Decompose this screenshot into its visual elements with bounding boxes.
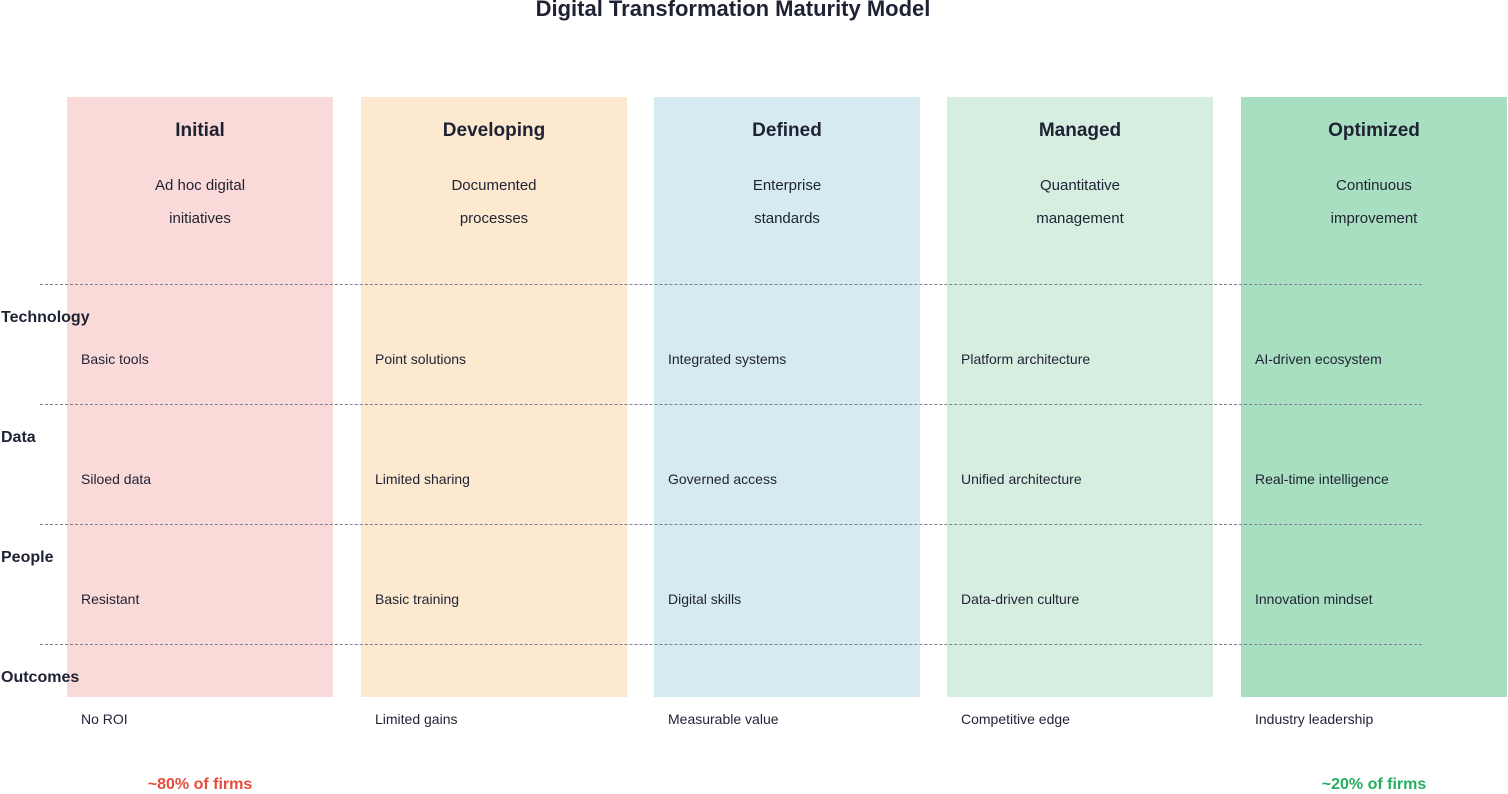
cell-people: Innovation mindset [1255,591,1373,607]
cell-people: Resistant [81,591,140,607]
cell-data: Real-time intelligence [1255,471,1389,487]
dimension-label: Data [1,429,36,446]
cell-data: Siloed data [81,471,152,487]
stage-name: Defined [752,120,822,141]
stage-description-line: initiatives [169,210,231,227]
footer-left-note: ~80% of firms [147,776,253,793]
dimension-label: Outcomes [1,669,80,686]
cell-outcomes: No ROI [81,711,128,727]
stage-description-line: Ad hoc digital [154,177,246,194]
row-divider [40,284,1422,285]
stage-name: Managed [1038,120,1122,141]
cell-outcomes: Measurable value [668,711,779,727]
stage-description-line: Documented [451,177,537,194]
cell-people: Basic training [375,591,460,607]
stage-description: Continuous improvement [1241,169,1507,235]
stage-description-line: Continuous [1336,177,1412,194]
cell-outcomes: Industry leadership [1255,711,1374,727]
cell-technology: AI-driven ecosystem [1255,351,1382,367]
stage-column-initial [67,97,333,697]
cell-data: Limited sharing [375,471,470,487]
row-divider [40,524,1422,525]
cell-technology: Basic tools [81,351,149,367]
cell-data: Governed access [668,471,777,487]
cell-outcomes: Competitive edge [961,711,1070,727]
footer-right-note: ~20% of firms [1321,776,1427,793]
cell-outcomes: Limited gains [375,711,458,727]
dimension-label: People [1,549,54,566]
stage-description: Documented processes [361,169,627,235]
stage-description-line: management [1036,210,1124,227]
cell-technology: Point solutions [375,351,467,367]
cell-data: Unified architecture [961,471,1082,487]
cell-technology: Integrated systems [668,351,787,367]
row-divider [40,404,1422,405]
row-divider [40,644,1422,645]
stage-description: Ad hoc digital initiatives [67,169,333,235]
stage-description: Enterprise standards [654,169,920,235]
stage-description-line: processes [459,210,529,227]
stage-column-managed [947,97,1213,697]
stage-name: Optimized [1328,120,1420,141]
cell-people: Digital skills [668,591,742,607]
cell-people: Data-driven culture [961,591,1080,607]
stage-column-defined [654,97,920,697]
cell-technology: Platform architecture [961,351,1091,367]
stage-name: Initial [175,120,225,141]
stage-description: Quantitative management [947,169,1213,235]
stage-description-line: Quantitative [1039,177,1121,194]
dimension-label: Technology [1,309,90,326]
stage-description-line: standards [754,210,820,227]
diagram-title: Digital Transformation Maturity Model [535,0,931,21]
stage-name: Developing [442,120,546,141]
stage-description-line: improvement [1330,210,1418,227]
stage-column-optimized [1241,97,1507,697]
stage-column-developing [361,97,627,697]
stage-description-line: Enterprise [752,177,822,194]
